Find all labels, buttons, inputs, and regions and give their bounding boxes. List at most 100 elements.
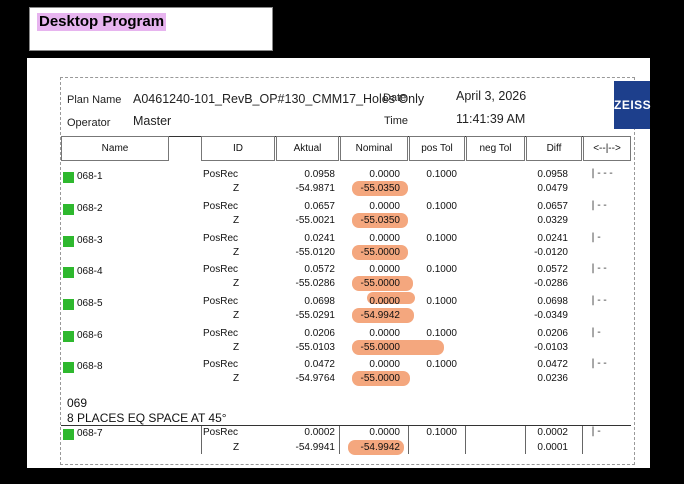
row-nominal-posrec: 0.0000 <box>369 233 400 244</box>
row-diff-z: -0.0286 <box>534 278 568 289</box>
date-value: April 3, 2026 <box>456 89 527 103</box>
row-pos-tol: 0.1000 <box>426 201 457 212</box>
time-value: 11:41:39 AM <box>456 112 526 126</box>
row-actual-posrec: 0.0958 <box>304 169 335 180</box>
row-id-posrec: PosRec <box>203 264 239 275</box>
row-nominal-posrec: 0.0000 <box>369 169 400 180</box>
pass-indicator <box>63 172 74 183</box>
row-diff-posrec: 0.0206 <box>537 328 568 339</box>
row-pos-tol: 0.1000 <box>426 328 457 339</box>
row-diff-z: 0.0001 <box>537 442 568 453</box>
deviation-bar: |- <box>590 232 603 243</box>
row-name: 068-3 <box>77 235 103 246</box>
row-id-z: Z <box>233 373 240 384</box>
deviation-bar: |-- <box>590 295 609 306</box>
row-pos-tol: 0.1000 <box>426 233 457 244</box>
row-pos-tol: 0.1000 <box>426 359 457 370</box>
row-nominal-z: -55.0000 <box>360 247 400 258</box>
col-header-aktual: Aktual <box>276 136 339 161</box>
operator-value: Master <box>133 114 172 128</box>
row-nominal-z: -55.0000 <box>360 342 400 353</box>
row-actual-z: -55.0103 <box>295 342 335 353</box>
window-title-box: Desktop Program <box>29 7 273 51</box>
row-actual-posrec: 0.0572 <box>304 264 335 275</box>
row-nominal-posrec: 0.0000 <box>369 201 400 212</box>
deviation-bar: |-- <box>590 200 609 211</box>
col-header-id: ID <box>201 136 275 161</box>
plan-name-value: A0461240-101_RevB_OP#130_CMM17_Holes Onl… <box>133 92 425 106</box>
deviation-bar: |- <box>590 327 603 338</box>
row-nominal-z: -55.0350 <box>360 215 400 226</box>
pass-indicator <box>63 204 74 215</box>
row-actual-z: -54.9764 <box>295 373 335 384</box>
row-actual-z: -55.0120 <box>295 247 335 258</box>
row-nominal-z: -54.9942 <box>360 310 400 321</box>
deviation-bar: |-- <box>590 263 609 274</box>
row-actual-z: -55.0021 <box>295 215 335 226</box>
row-id-posrec: PosRec <box>203 328 239 339</box>
nominal-highlight <box>352 371 410 386</box>
row-id-z: Z <box>233 442 240 453</box>
report-frame <box>60 77 635 465</box>
row-id-z: Z <box>233 215 240 226</box>
nominal-highlight <box>367 292 415 304</box>
row-pos-tol: 0.1000 <box>426 427 457 438</box>
nominal-highlight <box>352 276 413 291</box>
row-nominal-z: -55.0000 <box>360 373 400 384</box>
row-id-posrec: PosRec <box>203 359 239 370</box>
pass-indicator <box>63 429 74 440</box>
row-diff-z: -0.0349 <box>534 310 568 321</box>
row-id-posrec: PosRec <box>203 169 239 180</box>
deviation-bar: |- <box>590 426 603 437</box>
nominal-highlight <box>352 213 408 228</box>
row-id-posrec: PosRec <box>203 427 239 438</box>
plan-name-label: Plan Name <box>67 94 122 106</box>
row-nominal-posrec: 0.0000 <box>369 359 400 370</box>
col-header-diff: Diff <box>526 136 582 161</box>
time-label: Time <box>384 115 409 127</box>
pass-indicator <box>63 236 74 247</box>
row-actual-posrec: 0.0241 <box>304 233 335 244</box>
row-id-posrec: PosRec <box>203 296 239 307</box>
row-id-z: Z <box>233 310 240 321</box>
window-title: Desktop Program <box>37 13 167 31</box>
row-name: 068-7 <box>77 428 103 439</box>
row-actual-posrec: 0.0698 <box>304 296 335 307</box>
row-diff-z: 0.0329 <box>537 215 568 226</box>
nominal-highlight <box>352 181 408 196</box>
row-diff-z: -0.0120 <box>534 247 568 258</box>
row-name: 068-1 <box>77 171 103 182</box>
row-pos-tol: 0.1000 <box>426 296 457 307</box>
row-actual-z: -55.0291 <box>295 310 335 321</box>
pass-indicator <box>63 362 74 373</box>
nominal-highlight <box>348 440 404 455</box>
row-diff-posrec: 0.0572 <box>537 264 568 275</box>
row-diff-z: -0.0103 <box>534 342 568 353</box>
row-diff-z: 0.0479 <box>537 183 568 194</box>
row-name: 068-4 <box>77 266 103 277</box>
row-diff-posrec: 0.0472 <box>537 359 568 370</box>
col-header-pos-tol: pos Tol <box>409 136 465 161</box>
col-header-nominal: Nominal <box>340 136 408 161</box>
row-id-z: Z <box>233 278 240 289</box>
col-header-neg-tol: neg Tol <box>466 136 525 161</box>
row-id-z: Z <box>233 342 240 353</box>
zeiss-logo: ZEISS <box>614 81 651 129</box>
row-diff-posrec: 0.0002 <box>537 427 568 438</box>
column-separator <box>525 426 526 454</box>
row-diff-posrec: 0.0958 <box>537 169 568 180</box>
row-actual-posrec: 0.0472 <box>304 359 335 370</box>
row-pos-tol: 0.1000 <box>426 169 457 180</box>
row-nominal-z: -55.0350 <box>360 183 400 194</box>
nominal-highlight <box>352 245 408 260</box>
row-actual-posrec: 0.0657 <box>304 201 335 212</box>
row-actual-z: -54.9941 <box>295 442 335 453</box>
row-id-posrec: PosRec <box>203 201 239 212</box>
section-caption: 8 PLACES EQ SPACE AT 45° <box>67 411 227 425</box>
row-pos-tol: 0.1000 <box>426 264 457 275</box>
nominal-highlight <box>352 308 414 323</box>
row-actual-z: -55.0286 <box>295 278 335 289</box>
pass-indicator <box>63 299 74 310</box>
column-separator <box>465 426 466 454</box>
column-separator <box>201 426 202 454</box>
